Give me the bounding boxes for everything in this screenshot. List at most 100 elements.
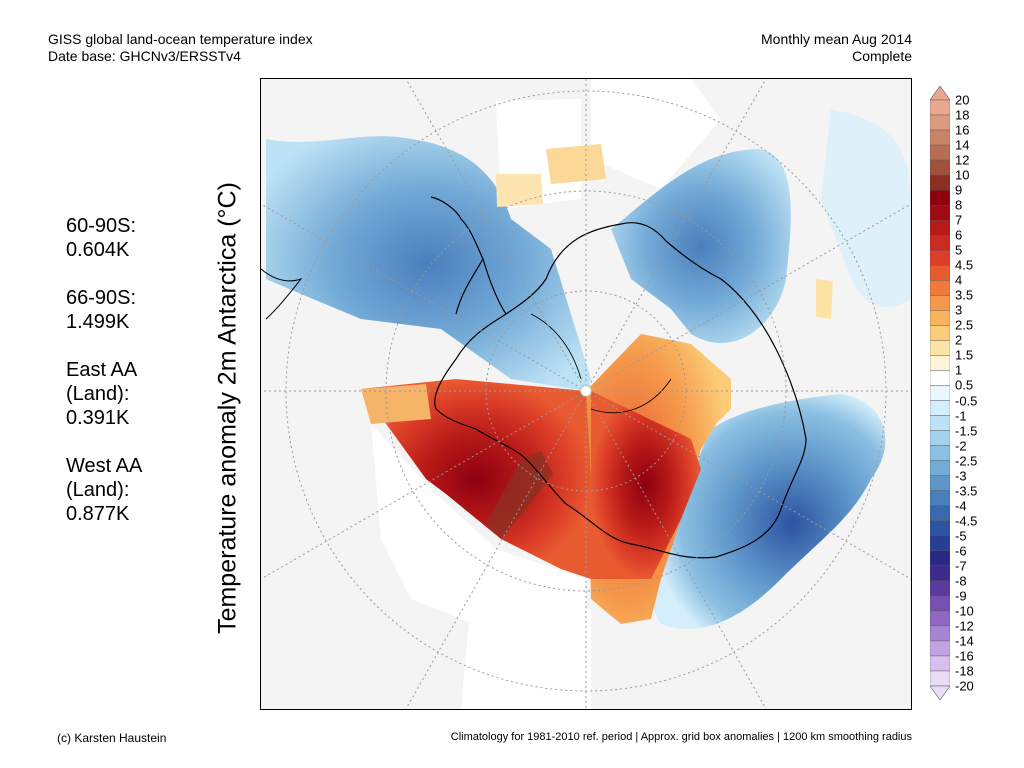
colorbar-tick-label: -3.5 [955, 483, 978, 499]
colorbar-tick-label: 1.5 [955, 347, 974, 363]
colorbar-swatch [930, 475, 950, 491]
colorbar-tick-label: 2 [955, 332, 963, 348]
colorbar-swatch [930, 159, 950, 176]
warm-fringe-west [361, 384, 431, 424]
colorbar-swatch [930, 265, 950, 281]
stat-value: 0.877K [66, 503, 130, 525]
cold-anomaly-west [266, 136, 591, 391]
colorbar-swatch [930, 445, 950, 461]
colorbar-tick-label: 4.5 [955, 257, 974, 273]
colorbar-tick-label: 8 [955, 197, 963, 213]
colorbar-swatch [930, 415, 950, 431]
map-header-right: Monthly mean Aug 2014 Complete [600, 31, 912, 65]
colorbar-swatch [930, 340, 950, 356]
colorbar-tick-label: -4 [955, 498, 967, 514]
colorbar-swatch [930, 565, 950, 582]
colorbar-tick-label: -5 [955, 528, 967, 544]
stat-value: 1.499K [66, 311, 130, 333]
stat-label: 60-90S: [66, 215, 137, 237]
colorbar-swatch [930, 430, 950, 446]
colorbar-tick-label: 10 [955, 167, 970, 183]
colorbar-swatch [930, 220, 950, 236]
colorbar-tick-label: 2.5 [955, 317, 974, 333]
colorbar-tick-label: 12 [955, 152, 970, 168]
colorbar-tick-label: -1.5 [955, 423, 978, 439]
colorbar-tick-label: -10 [955, 603, 974, 619]
colorbar-swatch [930, 99, 950, 116]
warm-anomaly-core [361, 379, 591, 579]
colorbar-tick-label: 14 [955, 137, 970, 153]
warm-fringe-north-2 [496, 174, 543, 207]
colorbar-tick-label: 18 [955, 107, 970, 123]
colorbar-swatch [930, 235, 950, 251]
stat-label: West AA [66, 455, 143, 477]
map-svg [261, 79, 911, 709]
colorbar-swatch [930, 310, 950, 326]
colorbar-swatch [930, 535, 950, 551]
colorbar-tick-label: 0.5 [955, 377, 974, 393]
colorbar-tick-label: -6 [955, 543, 967, 559]
colorbar-tick-label: 3.5 [955, 287, 974, 303]
methodology-note: Climatology for 1981-2010 ref. period | … [450, 731, 912, 743]
warm-anomaly-peak [486, 451, 553, 539]
colorbar-tick-label: 5 [955, 242, 963, 258]
colorbar [930, 86, 950, 700]
warm-fringe-north [546, 144, 606, 184]
warm-fringe-east [816, 279, 833, 319]
warm-anomaly-core-east [591, 391, 701, 579]
neutral-region-southwest [371, 424, 586, 639]
colorbar-tick-label: -7 [955, 558, 967, 574]
stat-value: 0.604K [66, 239, 130, 261]
data-source: Date base: GHCNv3/ERSSTv4 [48, 48, 241, 64]
colorbar-tick-label: -4.5 [955, 513, 978, 529]
colorbar-swatch [930, 144, 950, 161]
stat-block: East AA (Land): 0.391K [66, 358, 142, 430]
colorbar-swatch [930, 129, 950, 146]
colorbar-tick-label: -12 [955, 618, 974, 634]
stat-block: 66-90S: 1.499K [66, 286, 142, 334]
neutral-region-south [461, 599, 591, 709]
colorbar-swatch [930, 520, 950, 536]
colorbar-swatch [930, 204, 950, 221]
y-axis-label: Temperature anomaly 2m Antarctica (°C) [213, 182, 242, 634]
south-pole-marker [580, 385, 592, 397]
colorbar-tick-label: 1 [955, 362, 963, 378]
colorbar-tick-label: -16 [955, 648, 974, 664]
colorbar-tick-label: -0.5 [955, 393, 978, 408]
colorbar-swatch [930, 325, 950, 341]
colorbar-tick-label: 6 [955, 227, 963, 243]
colorbar-swatch [930, 400, 950, 416]
stat-value: 0.391K [66, 407, 130, 429]
colorbar-tick-label: -20 [955, 678, 974, 694]
colorbar-swatch [930, 460, 950, 476]
colorbar-swatch [930, 355, 950, 371]
map-header-left: GISS global land-ocean temperature index… [48, 31, 313, 65]
colorbar-tick-label: -8 [955, 573, 967, 589]
cold-anomaly-east [652, 394, 886, 629]
colorbar-swatch [930, 280, 950, 296]
colorbar-min-triangle [930, 685, 950, 700]
completeness-label: Complete [852, 48, 912, 64]
stat-label: East AA [66, 359, 138, 381]
colorbar-max-triangle [930, 86, 950, 101]
colorbar-tick-label: 16 [955, 122, 970, 138]
graticule [261, 79, 911, 709]
neutral-region-north [591, 79, 721, 189]
colorbar-tick-label: -2 [955, 438, 967, 454]
colorbar-swatch [930, 655, 950, 672]
colorbar-swatch [930, 610, 950, 627]
colorbar-tick-label: 9 [955, 182, 963, 198]
colorbar-swatch [930, 490, 950, 506]
antarctica-coastline [434, 222, 807, 559]
colorbar-tick-label: -14 [955, 633, 974, 649]
colorbar-tick-label: 20 [955, 92, 970, 108]
polar-map [260, 78, 912, 710]
colorbar-tick-label: -18 [955, 663, 974, 679]
colorbar-tick-label: 7 [955, 212, 963, 228]
region-stats: 60-90S: 0.604K 66-90S: 1.499K East AA (Land):… [66, 214, 142, 550]
colorbar-tick-label: -2.5 [955, 453, 978, 469]
colorbar-labels: 20 18 16 14 12 10 9 8 7 6 5 4.5 4 3.5 3 2.5 2 1.5 1 0.5 -0.5… [955, 86, 1015, 700]
colorbar-tick-label: 3 [955, 302, 963, 318]
stat-block: West AA (Land): 0.877K [66, 454, 142, 526]
cold-anomaly-north [611, 149, 791, 343]
